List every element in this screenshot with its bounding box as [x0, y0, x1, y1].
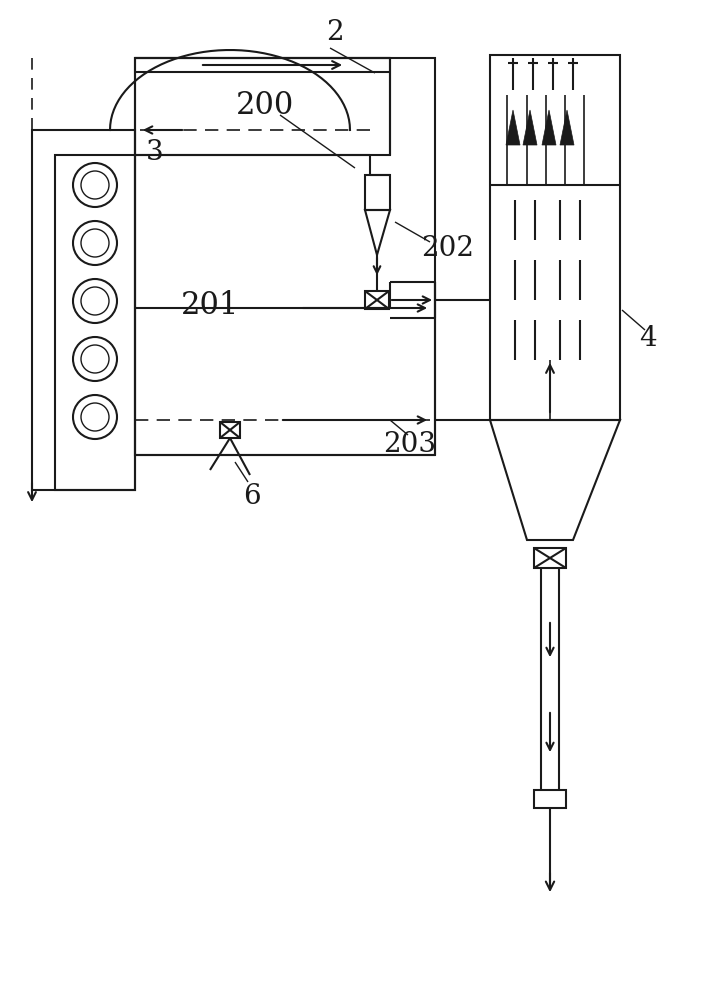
Bar	[365, 175, 390, 210]
Text: 3: 3	[146, 139, 163, 166]
Text: 200: 200	[236, 90, 294, 120]
Text: 202: 202	[422, 234, 475, 261]
Bar	[55, 155, 135, 490]
Bar	[365, 291, 389, 309]
Text: 203: 203	[384, 432, 437, 458]
Text: 6: 6	[243, 484, 261, 510]
Bar	[135, 58, 435, 455]
Bar	[534, 790, 566, 808]
Polygon shape	[506, 110, 520, 145]
Text: 4: 4	[639, 324, 657, 352]
Bar	[220, 422, 240, 438]
Bar	[32, 130, 135, 490]
Text: 201: 201	[181, 290, 239, 320]
Polygon shape	[523, 110, 537, 145]
Bar	[534, 548, 566, 568]
Bar	[135, 58, 390, 155]
Polygon shape	[542, 110, 556, 145]
Polygon shape	[560, 110, 574, 145]
Text: 2: 2	[326, 19, 344, 46]
Bar	[490, 55, 620, 420]
